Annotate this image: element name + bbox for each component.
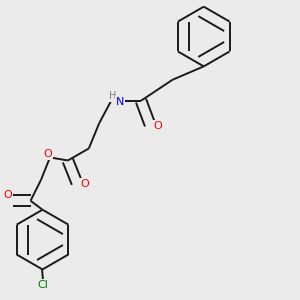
Text: N: N	[116, 97, 124, 107]
Text: O: O	[80, 179, 89, 189]
Text: O: O	[4, 190, 13, 200]
Text: Cl: Cl	[37, 280, 48, 290]
Text: H: H	[109, 91, 116, 101]
Text: O: O	[153, 121, 162, 131]
Text: O: O	[43, 149, 52, 159]
